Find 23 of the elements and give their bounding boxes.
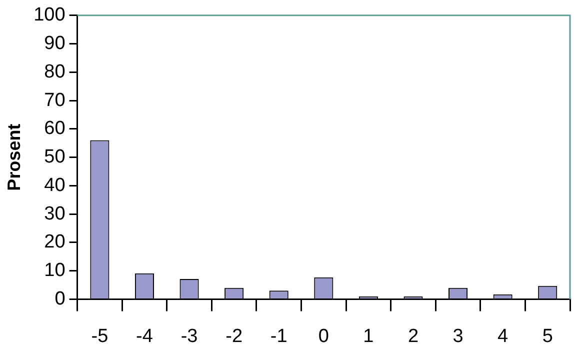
x-tick-label: 1 [363,326,374,347]
x-tick-label: 4 [498,326,509,347]
x-tick-label: 0 [318,326,329,347]
x-tick-label: 3 [452,326,464,347]
x-tick-label: -3 [180,326,198,347]
x-tick-label: 5 [542,326,553,347]
y-axis-title: Prosent [4,124,24,191]
x-tick-label: -4 [136,326,154,347]
y-tick-label: 40 [44,174,66,196]
y-tick-label: 90 [44,33,66,54]
x-tick-label: -5 [91,326,108,347]
y-tick-label: 80 [44,61,66,82]
x-tick-label: -1 [270,326,288,347]
y-tick-label: 50 [44,146,66,168]
y-tick-label: 20 [44,232,66,253]
y-tick-label: 100 [34,4,66,26]
y-tick-label: 70 [44,90,66,111]
x-tick-label: -2 [226,326,243,347]
y-tick-label: 60 [44,118,66,140]
y-tick-label: 10 [44,260,66,282]
x-tick-label: 2 [408,326,419,347]
y-tick-label: 30 [44,203,66,224]
y-tick-label: 0 [54,288,66,310]
